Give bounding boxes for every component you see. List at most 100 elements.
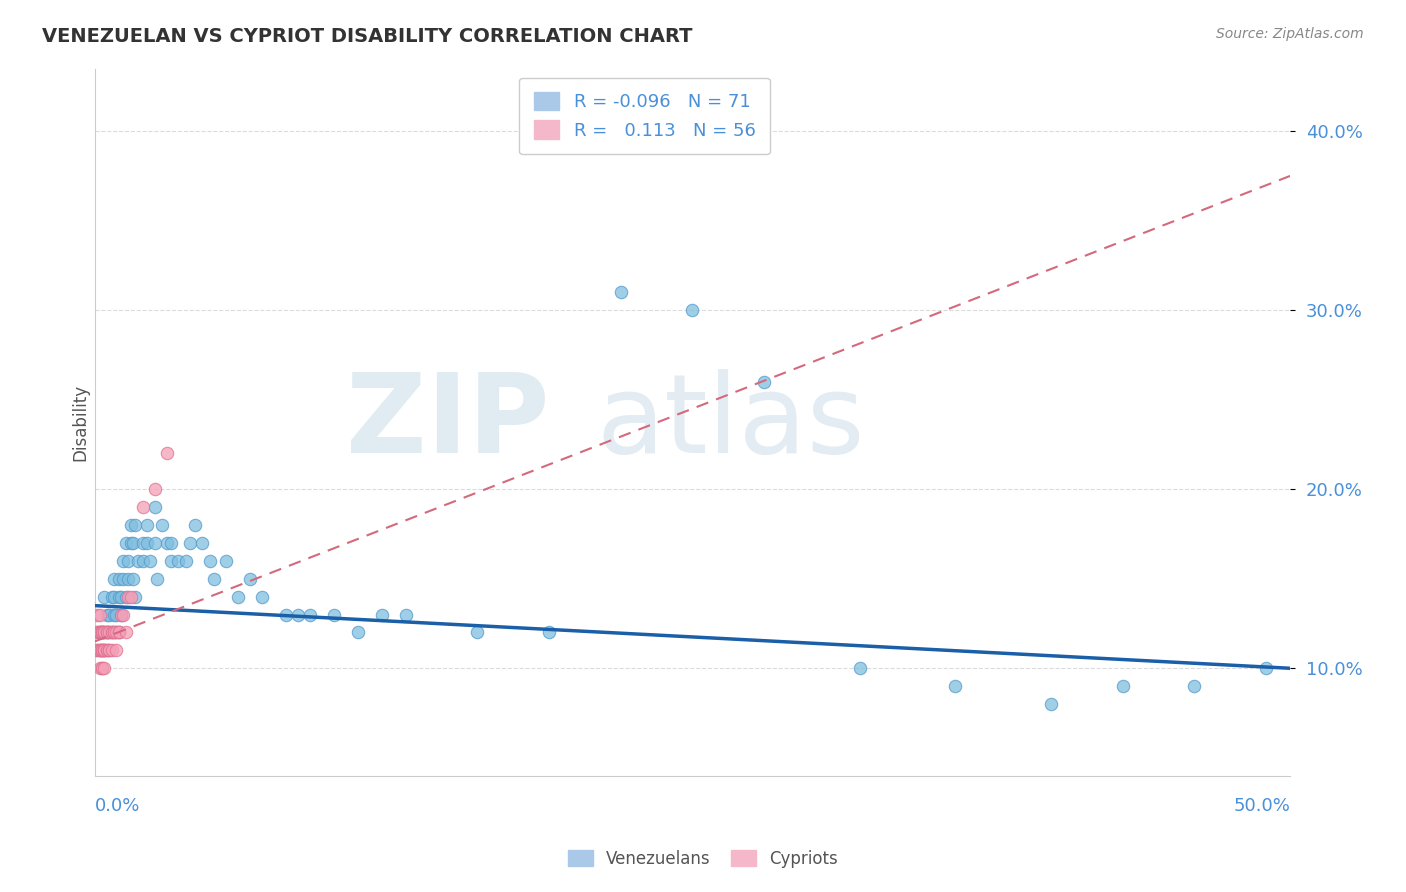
Point [89,625,111,640]
Point [93,661,115,675]
Point [100,625,122,640]
Point [112,554,135,568]
Point [346,625,368,640]
Point [89,643,111,657]
Point [215,554,238,568]
Point [91,643,114,657]
Point [298,607,321,622]
Point [96,625,118,640]
Point [117,590,139,604]
Point [86,643,108,657]
Text: atlas: atlas [596,368,865,475]
Point [103,590,125,604]
Point [287,607,309,622]
Point [86,625,108,640]
Point [202,572,225,586]
Point [250,590,273,604]
Point [537,625,560,640]
Point [120,518,142,533]
Point [93,643,115,657]
Point [91,625,114,640]
Point [107,590,129,604]
Point [89,643,111,657]
Point [143,482,166,496]
Point [394,607,416,622]
Point [96,643,118,657]
Point [103,572,125,586]
Point [91,625,114,640]
Point [122,536,145,550]
Point [943,679,966,693]
Point [848,661,870,675]
Point [150,518,173,533]
Text: Source: ZipAtlas.com: Source: ZipAtlas.com [1216,27,1364,41]
Point [124,518,146,533]
Point [122,572,145,586]
Point [1256,661,1278,675]
Point [1112,679,1135,693]
Point [86,625,108,640]
Point [96,607,118,622]
Point [167,554,190,568]
Point [103,625,125,640]
Point [98,625,121,640]
Point [179,536,201,550]
Point [96,625,118,640]
Point [89,607,111,622]
Point [100,625,122,640]
Point [136,518,159,533]
Point [93,625,115,640]
Point [100,590,122,604]
Point [120,536,142,550]
Point [1040,697,1063,711]
Point [226,590,249,604]
Point [103,607,125,622]
Point [89,643,111,657]
Point [110,590,132,604]
Text: 50.0%: 50.0% [1233,797,1291,815]
Point [100,643,122,657]
Text: VENEZUELAN VS CYPRIOT DISABILITY CORRELATION CHART: VENEZUELAN VS CYPRIOT DISABILITY CORRELA… [42,27,693,45]
Point [96,625,118,640]
Point [91,661,114,675]
Point [98,643,121,657]
Point [191,536,214,550]
Point [100,625,122,640]
Point [1184,679,1206,693]
Text: 0.0%: 0.0% [94,797,141,815]
Point [117,572,139,586]
Point [89,661,111,675]
Text: ZIP: ZIP [346,368,548,475]
Point [139,554,162,568]
Point [91,643,114,657]
Point [105,643,128,657]
Point [110,607,132,622]
Point [93,643,115,657]
Point [131,536,153,550]
Point [93,625,115,640]
Legend: Venezuelans, Cypriots: Venezuelans, Cypriots [561,844,845,875]
Point [91,625,114,640]
Point [174,554,197,568]
Point [160,554,183,568]
Point [105,625,128,640]
Point [117,554,139,568]
Point [465,625,488,640]
Point [136,536,159,550]
Point [131,554,153,568]
Point [96,625,118,640]
Point [103,625,125,640]
Point [274,607,297,622]
Point [98,625,121,640]
Point [752,375,775,389]
Point [107,572,129,586]
Point [681,303,703,318]
Point [146,572,169,586]
Point [184,518,207,533]
Point [93,643,115,657]
Point [143,536,166,550]
Point [98,607,121,622]
Point [89,625,111,640]
Point [107,625,129,640]
Y-axis label: Disability: Disability [72,384,89,460]
